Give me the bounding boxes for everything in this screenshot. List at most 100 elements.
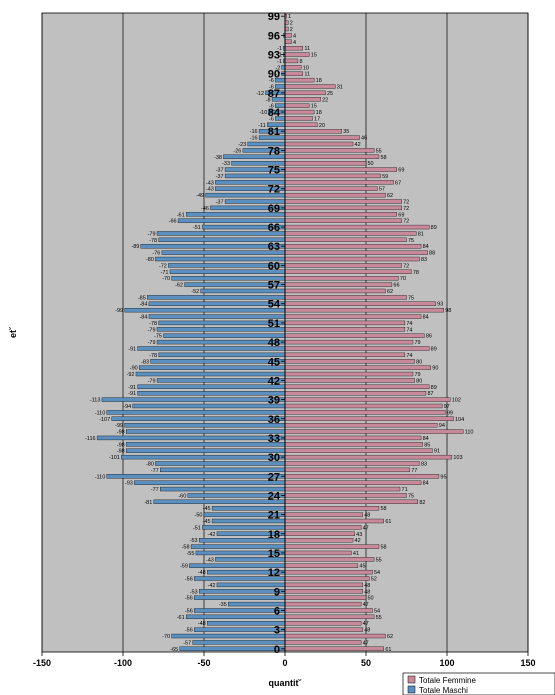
female-bar [284, 180, 394, 185]
female-bar [284, 39, 292, 44]
female-bar [284, 154, 380, 159]
female-data-label: 74 [406, 327, 412, 333]
male-data-label: -79 [148, 327, 156, 333]
male-data-label: -113 [90, 398, 101, 404]
female-data-label: 89 [431, 385, 437, 391]
female-data-label: 72 [403, 263, 409, 269]
age-tick-label: 60 [268, 260, 280, 272]
age-tick-label: 45 [268, 356, 280, 368]
female-bar [284, 640, 362, 645]
female-bar [284, 307, 444, 313]
age-tick-label: 69 [268, 203, 280, 215]
female-data-label: 4 [293, 33, 296, 39]
female-bar [284, 365, 431, 370]
female-bar [284, 544, 380, 549]
age-tick-label: 93 [268, 50, 280, 62]
female-bar [284, 173, 381, 179]
female-data-label: 70 [400, 276, 406, 282]
female-bar [284, 135, 360, 140]
male-data-label: -56 [185, 596, 193, 602]
male-data-label: -53 [190, 589, 198, 595]
age-tick-label: 81 [268, 126, 280, 138]
female-bar [284, 493, 407, 498]
male-data-label: -101 [109, 455, 120, 461]
male-bars [96, 33, 286, 651]
male-data-label: -116 [85, 436, 96, 442]
female-data-label: 48 [364, 628, 370, 634]
male-data-label: -48 [198, 621, 206, 627]
male-bar [198, 589, 286, 594]
female-bar [284, 116, 313, 121]
x-tick-label: 50 [361, 658, 371, 668]
male-data-label: -90 [130, 366, 138, 372]
female-bar [284, 518, 384, 524]
female-bar [284, 339, 414, 345]
female-data-label: 1 [288, 14, 291, 20]
female-bar [284, 58, 299, 64]
male-data-label: -79 [148, 231, 156, 237]
male-data-label: -79 [148, 378, 156, 384]
male-data-label: -6 [269, 116, 274, 122]
male-data-label: -56 [185, 608, 193, 614]
male-data-label: -89 [131, 244, 139, 250]
male-bar [158, 320, 286, 326]
female-data-label: 79 [414, 372, 420, 378]
female-bar [284, 461, 420, 466]
x-tick-label: -50 [197, 658, 210, 668]
male-data-label: -98 [117, 449, 125, 455]
female-data-label: 75 [408, 493, 414, 499]
male-data-label: -78 [149, 353, 157, 359]
male-bar [126, 442, 286, 447]
age-tick-label: 3 [274, 625, 280, 637]
male-data-label: -6 [269, 104, 274, 110]
male-data-label: -8 [266, 97, 271, 103]
female-data-label: 58 [380, 155, 386, 161]
male-data-label: -78 [149, 321, 157, 327]
female-data-label: 81 [418, 231, 424, 237]
male-bar [153, 499, 286, 504]
male-bar [147, 295, 286, 300]
female-data-label: 84 [423, 481, 429, 487]
male-data-label: -12 [256, 91, 264, 97]
male-bar [126, 429, 286, 434]
male-data-label: -16 [250, 129, 258, 135]
female-bar [284, 90, 326, 96]
female-data-label: 86 [426, 334, 432, 340]
x-axis-ticks: -150 -100 -50 0 50 100 150 [33, 652, 536, 668]
female-bar [284, 333, 425, 338]
male-data-label: -37 [216, 174, 224, 180]
female-data-label: 61 [385, 647, 391, 653]
female-bar [284, 646, 384, 651]
female-bar [284, 148, 375, 153]
female-bar [284, 595, 367, 600]
male-bar [139, 365, 286, 370]
male-bar [148, 301, 286, 306]
female-data-label: 78 [413, 270, 419, 276]
female-bar [284, 384, 430, 389]
age-tick-label: 6 [274, 605, 280, 617]
female-data-label: 31 [337, 84, 343, 90]
legend-entry: Totale Femmine [419, 676, 476, 685]
x-axis-title: quantit˘ [269, 678, 302, 688]
female-bar [284, 256, 420, 262]
female-bar [284, 84, 336, 89]
male-data-label: -26 [233, 148, 241, 154]
female-bar [284, 263, 402, 268]
x-tick-label: 0 [282, 658, 287, 668]
male-bar [132, 403, 286, 409]
age-tick-label: 54 [268, 299, 281, 311]
female-bar [284, 601, 362, 607]
female-bar [284, 320, 406, 326]
female-data-label: 72 [403, 206, 409, 212]
female-bar [284, 301, 436, 306]
female-bar [284, 199, 402, 204]
male-data-label: -66 [169, 219, 177, 225]
male-data-label: -16 [250, 136, 258, 142]
female-bar [284, 231, 417, 236]
female-bar [284, 269, 412, 274]
male-data-label: -65 [170, 647, 178, 653]
female-bar [284, 557, 375, 562]
female-data-label: 42 [355, 538, 361, 544]
female-data-label: 47 [363, 602, 369, 608]
female-data-label: 61 [385, 519, 391, 525]
